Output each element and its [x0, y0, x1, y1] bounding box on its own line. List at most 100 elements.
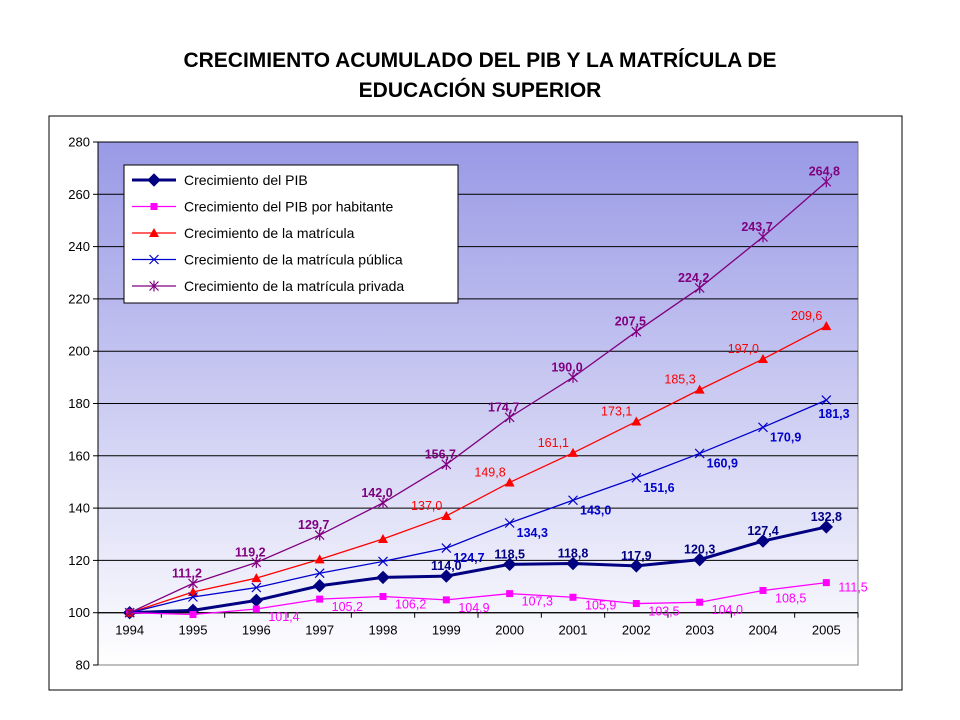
series-2-point — [379, 592, 387, 600]
series-2-point — [569, 593, 577, 601]
series-4-data-label: 151,6 — [643, 481, 674, 495]
series-4-point — [251, 582, 262, 593]
x-tick-label: 2002 — [622, 623, 651, 638]
series-5-data-label: 111,2 — [172, 566, 202, 580]
x-tick-label: 2000 — [495, 623, 524, 638]
series-4-data-label: 181,3 — [818, 407, 849, 421]
series-4-point — [694, 448, 705, 459]
series-2-data-label: 105,9 — [585, 598, 616, 612]
x-tick-label: 1996 — [242, 623, 271, 638]
series-2-point — [506, 590, 514, 598]
series-1-data-label: 118,5 — [494, 547, 525, 561]
series-3-point — [378, 533, 388, 543]
series-2-point — [189, 611, 197, 619]
series-1-data-label: 114,0 — [431, 559, 462, 573]
series-3-point — [568, 447, 578, 457]
x-tick-label: 1998 — [369, 623, 398, 638]
series-4-point — [441, 543, 452, 554]
y-tick-label: 240 — [68, 239, 90, 254]
series-4-line — [129, 399, 827, 614]
series-1-data-label: 132,8 — [811, 510, 842, 524]
series-4-data-label: 170,9 — [770, 430, 801, 444]
series-4-point — [504, 518, 515, 528]
series-2-data-label: 108,5 — [775, 591, 806, 605]
y-tick-label: 200 — [68, 344, 90, 359]
series-2-point — [316, 595, 324, 603]
series-5-data-label: 190,0 — [551, 360, 582, 374]
series-2-data-label: 104,9 — [458, 601, 489, 615]
series-2-point — [252, 605, 260, 613]
legend-swatch-marker — [149, 280, 159, 292]
series-4-point — [568, 495, 578, 506]
series-2-data-label: 103,5 — [648, 605, 679, 619]
series-5-point — [124, 607, 135, 619]
legend-box — [123, 164, 459, 304]
x-tick-label: 2003 — [685, 623, 714, 638]
series-4-point — [378, 556, 388, 567]
series-5-line — [129, 181, 827, 614]
series-1-data-label: 127,4 — [747, 524, 778, 538]
series-4-data-label: 134,3 — [517, 526, 548, 540]
series-1-point — [819, 520, 834, 534]
y-tick-label: 120 — [68, 553, 90, 568]
series-3-point — [504, 477, 515, 487]
series-5-point — [694, 282, 705, 294]
series-5-data-label: 264,8 — [809, 165, 840, 179]
series-5-data-label: 224,2 — [678, 271, 709, 285]
series-1-point — [629, 559, 644, 573]
series-3-data-label: 173,1 — [601, 405, 632, 419]
x-tick-label: 1999 — [432, 623, 461, 638]
x-tick-label: 2005 — [812, 623, 841, 638]
y-tick-label: 140 — [68, 501, 90, 516]
series-5-point — [821, 176, 832, 188]
series-2-data-label: 111,5 — [838, 581, 867, 595]
series-5-point — [758, 231, 768, 243]
series-5-point — [504, 411, 515, 423]
series-5-point — [314, 529, 325, 541]
legend-swatch-marker — [149, 228, 159, 237]
series-5-point — [188, 577, 198, 589]
series-3-data-label: 185,3 — [664, 373, 695, 387]
chart-title-line-1: CRECIMIENTO ACUMULADO DEL PIB Y LA MATRÍ… — [183, 49, 777, 72]
series-3-point — [758, 354, 768, 364]
x-tick-label: 2004 — [749, 623, 778, 638]
series-5-data-label: 142,0 — [361, 486, 392, 500]
series-2-data-label: 105,2 — [332, 600, 363, 614]
chart-title: CRECIMIENTO ACUMULADO DEL PIB Y LA MATRÍ… — [0, 46, 960, 106]
series-4-point — [314, 568, 325, 579]
series-4-point — [188, 592, 198, 602]
series-2-line — [129, 581, 827, 616]
series-2-data-label: 107,3 — [522, 595, 553, 609]
series-5-point — [251, 556, 262, 568]
series-4-data-label: 124,7 — [453, 551, 484, 565]
series-5-point — [378, 497, 388, 509]
y-tick-label: 100 — [68, 605, 90, 620]
series-1-line — [129, 525, 827, 615]
series-5-point — [568, 371, 578, 383]
series-1-data-label: 117,9 — [621, 549, 652, 563]
series-5-data-label: 156,7 — [425, 447, 456, 461]
series-1-point — [692, 552, 707, 567]
series-3-point — [821, 321, 832, 331]
series-3-data-label: 149,8 — [474, 465, 505, 479]
series-4-point — [821, 395, 832, 406]
series-3-line — [129, 325, 827, 614]
legend-swatch-marker — [149, 254, 159, 265]
x-tick-label: 1994 — [115, 623, 144, 638]
series-3-data-label: 209,6 — [791, 309, 822, 323]
series-5-data-label: 174,7 — [488, 400, 519, 414]
series-3-data-label: 161,1 — [538, 436, 569, 450]
legend-swatch-marker — [150, 203, 158, 210]
series-3-point — [631, 416, 642, 426]
legend-entry: Crecimiento de la matrícula pública — [184, 252, 403, 268]
x-tick-label: 1995 — [179, 623, 208, 638]
series-3-point — [441, 510, 452, 520]
x-tick-label: 2001 — [559, 623, 588, 638]
series-5-data-label: 243,7 — [741, 220, 772, 234]
series-5-data-label: 129,7 — [298, 518, 329, 532]
y-tick-label: 220 — [68, 291, 90, 306]
series-2-data-label: 101,4 — [268, 610, 299, 624]
y-tick-label: 80 — [76, 658, 90, 673]
series-3-data-label: 137,0 — [411, 499, 442, 513]
